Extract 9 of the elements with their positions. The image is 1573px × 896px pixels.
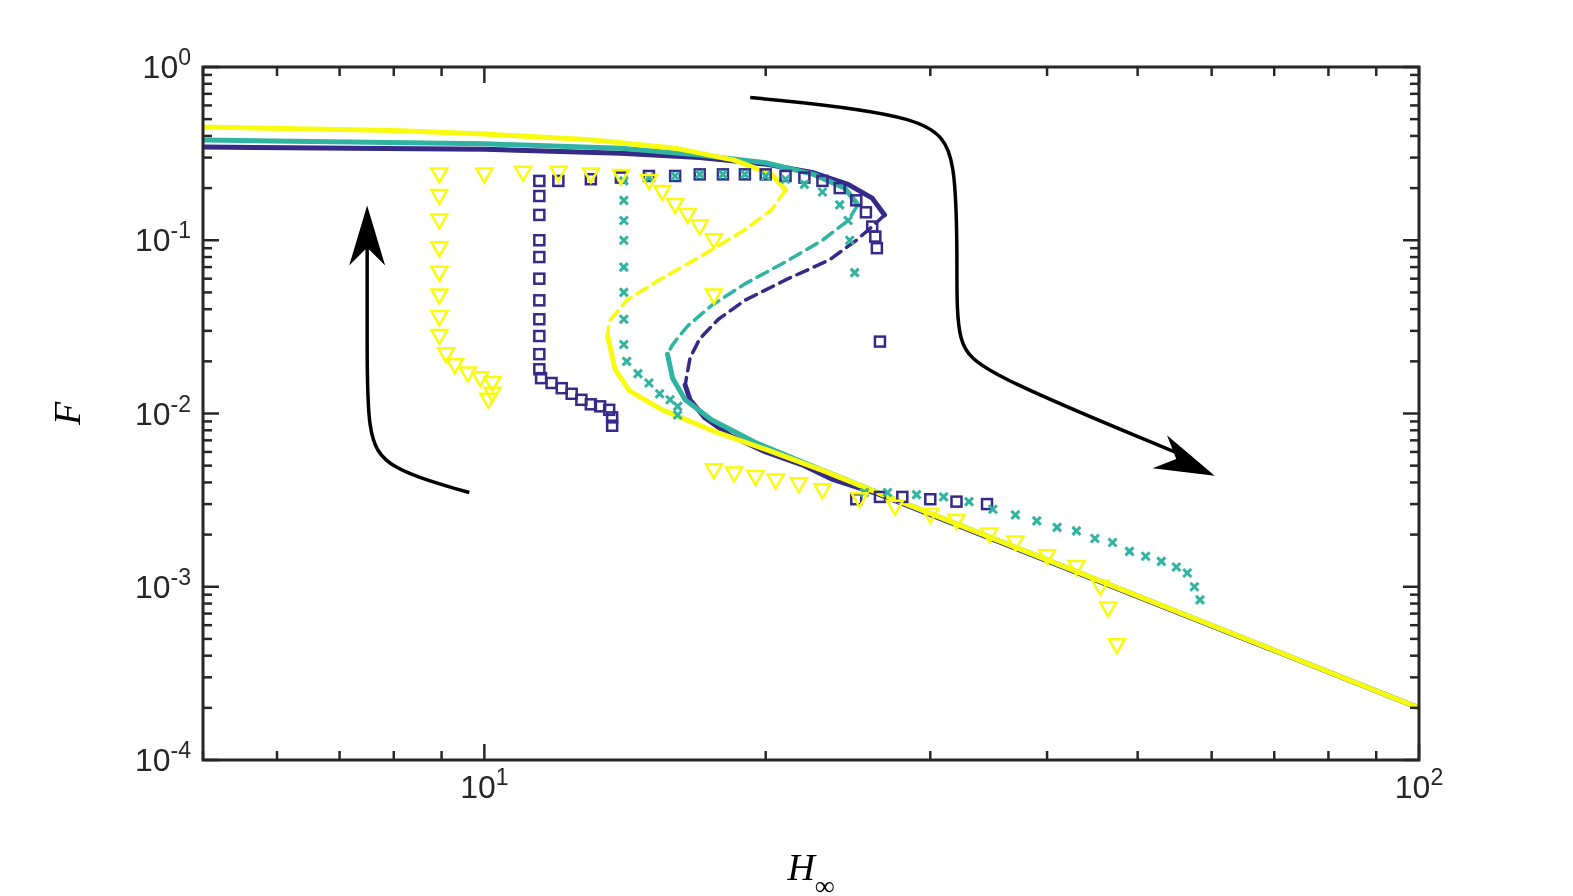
y-tick-label: 10$^{0}$ bbox=[142, 44, 191, 85]
x-tick-label: 10$^{2}$ bbox=[1394, 764, 1444, 805]
x-axis-title: H$_{∞}$ bbox=[786, 846, 835, 896]
y-axis-title: F bbox=[46, 401, 88, 427]
y-tick-label: 10$^{-4}$ bbox=[134, 737, 192, 778]
y-tick-label: 10$^{-2}$ bbox=[134, 390, 191, 432]
y-tick-label: 10$^{-3}$ bbox=[134, 563, 191, 605]
x-tick-label: 10$^{1}$ bbox=[460, 764, 509, 805]
y-tick-label: 10$^{-1}$ bbox=[134, 217, 191, 259]
